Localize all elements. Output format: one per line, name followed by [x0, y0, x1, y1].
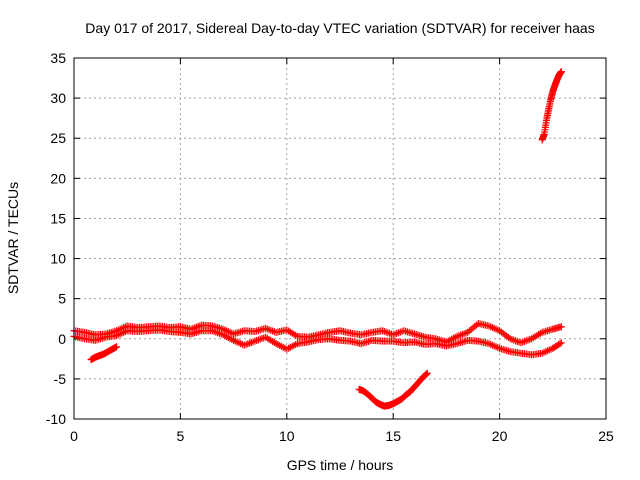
axis-ticks: 0 5 10 15 20 25 -10 -5 0 5 10 15 20 25 30 35: [46, 50, 614, 444]
data-point-marker: [423, 369, 431, 377]
y-tick-label: -5: [54, 371, 67, 387]
series-afternoon-trough: [355, 369, 431, 410]
x-axis-title: GPS time / hours: [287, 457, 394, 473]
y-tick-label: -10: [46, 411, 66, 427]
y-tick-label: 20: [50, 170, 66, 186]
data-point-marker: [422, 371, 430, 379]
series-early-dip: [87, 343, 121, 364]
x-tick-label: 20: [492, 428, 508, 444]
data-point-marker: [557, 68, 565, 76]
data-point-marker: [556, 340, 564, 348]
y-tick-label: 30: [50, 90, 66, 106]
x-tick-label: 25: [598, 428, 614, 444]
series-main-band-lower: [70, 326, 565, 359]
data-point-marker: [423, 370, 431, 378]
x-tick-label: 0: [70, 428, 78, 444]
data-point-marker: [557, 323, 565, 331]
plot-frame: [73, 57, 607, 420]
series-late-spike: [538, 68, 565, 144]
y-axis-title: SDTVAR / TECUs: [5, 182, 21, 294]
data-point-marker: [113, 343, 121, 351]
y-tick-label: 5: [58, 291, 66, 307]
data-points: [70, 68, 565, 410]
x-tick-label: 10: [279, 428, 295, 444]
y-tick-label: 0: [58, 331, 66, 347]
grid-lines: [74, 58, 606, 419]
data-point-marker: [557, 339, 565, 347]
y-tick-label: 15: [50, 210, 66, 226]
y-tick-label: 10: [50, 251, 66, 267]
chart-title: Day 017 of 2017, Sidereal Day-to-day VTE…: [85, 20, 594, 36]
y-tick-label: 35: [50, 50, 66, 66]
x-tick-label: 15: [385, 428, 401, 444]
y-tick-label: 25: [50, 130, 66, 146]
x-tick-label: 5: [177, 428, 185, 444]
